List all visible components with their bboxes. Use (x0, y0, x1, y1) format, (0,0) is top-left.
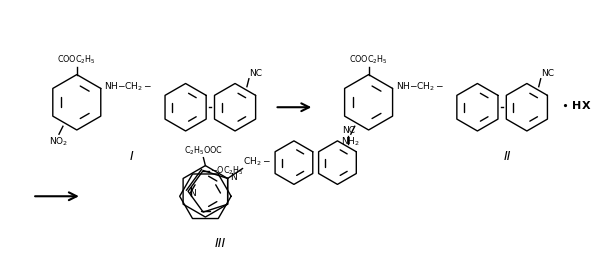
Text: $\bullet$ HX: $\bullet$ HX (560, 99, 591, 111)
Text: NH$_2$: NH$_2$ (341, 135, 360, 148)
Text: II: II (503, 150, 511, 163)
Text: NC: NC (249, 69, 262, 78)
Text: C$_2$H$_5$OOC: C$_2$H$_5$OOC (184, 144, 223, 157)
Text: NH$-$CH$_2-$: NH$-$CH$_2-$ (104, 80, 152, 93)
Text: NC: NC (342, 126, 355, 135)
Text: NO$_2$: NO$_2$ (49, 135, 68, 148)
Text: CH$_2-$: CH$_2-$ (244, 155, 271, 168)
Text: NH$-$CH$_2-$: NH$-$CH$_2-$ (395, 80, 444, 93)
Text: COOC$_2$H$_5$: COOC$_2$H$_5$ (349, 53, 388, 66)
Text: COOC$_2$H$_5$: COOC$_2$H$_5$ (58, 53, 96, 66)
Text: N: N (189, 189, 196, 198)
Text: NC: NC (541, 69, 554, 78)
Text: I: I (130, 150, 133, 163)
Text: III: III (215, 237, 226, 250)
Text: $-$OC$_2$H$_5$: $-$OC$_2$H$_5$ (210, 164, 244, 177)
Text: N: N (230, 173, 236, 182)
